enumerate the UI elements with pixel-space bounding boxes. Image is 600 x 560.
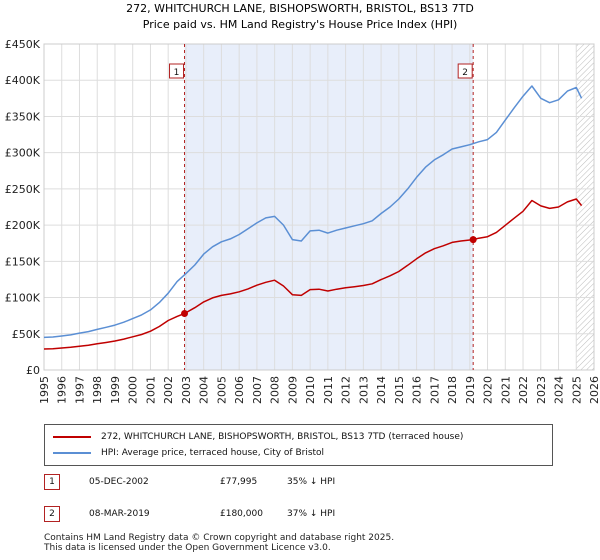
x-tick-label: 1997 (73, 376, 86, 404)
plot-border (43, 43, 595, 371)
x-tick-label: 2015 (393, 376, 406, 404)
x-tick-label: 2005 (215, 376, 228, 404)
transaction-label-box (457, 63, 473, 79)
x-tick-label: 2002 (162, 376, 175, 404)
y-tick-label: £100K (5, 292, 41, 305)
x-tick-label: 2001 (144, 376, 157, 404)
x-tick-label: 2018 (446, 376, 459, 404)
transaction-hpi-diff: 35% ↓ HPI (287, 477, 336, 487)
transaction-label-text: 2 (462, 68, 468, 78)
x-tick-label: 2025 (570, 376, 583, 404)
footer-attribution: Contains HM Land Registry data © Crown c… (44, 533, 394, 553)
x-tick-label: 1996 (56, 376, 69, 404)
legend-item-hpi: HPI: Average price, terraced house, City… (53, 446, 324, 460)
x-tick-label: 2009 (286, 376, 299, 404)
x-tick-label: 2008 (269, 376, 282, 404)
transaction-point (181, 309, 189, 317)
y-tick-label: £400K (5, 74, 41, 87)
transaction-number-badge: 2 (44, 506, 60, 522)
y-tick-label: £50K (12, 328, 41, 341)
x-tick-label: 1998 (91, 376, 104, 404)
y-tick-label: £250K (5, 183, 41, 196)
chart-legend: 272, WHITCHURCH LANE, BISHOPSWORTH, BRIS… (44, 424, 553, 466)
x-tick-label: 2000 (127, 376, 140, 404)
transaction-price: £77,995 (220, 477, 258, 487)
y-tick-label: £450K (5, 38, 41, 51)
legend-swatch-hpi (53, 452, 91, 454)
x-tick-label: 1995 (38, 376, 51, 404)
x-tick-label: 2016 (411, 376, 424, 404)
x-tick-label: 2022 (517, 376, 530, 404)
legend-label-property: 272, WHITCHURCH LANE, BISHOPSWORTH, BRIS… (101, 432, 464, 442)
x-tick-label: 2012 (340, 376, 353, 404)
property-series-line (43, 198, 583, 350)
x-tick-label: 2006 (233, 376, 246, 404)
x-tick-label: 2003 (180, 376, 193, 404)
x-tick-label: 2011 (322, 376, 335, 404)
x-tick-label: 2004 (198, 376, 211, 404)
future-hatch-region (576, 44, 594, 370)
footer-line-2: This data is licensed under the Open Gov… (44, 543, 331, 553)
price-chart: 272, WHITCHURCH LANE, BISHOPSWORTH, BRIS… (5, 2, 600, 404)
y-tick-label: £150K (5, 255, 41, 268)
transaction-label-text: 1 (174, 68, 180, 78)
table-row: 2 08-MAR-2019 £180,000 37% ↓ HPI (44, 506, 564, 524)
x-tick-label: 2010 (304, 376, 317, 404)
ownership-shaded-region (184, 44, 474, 370)
legend-swatch-property (53, 436, 91, 438)
y-tick-label: £0 (26, 364, 40, 377)
legend-label-hpi: HPI: Average price, terraced house, City… (101, 448, 325, 458)
x-tick-label: 1999 (109, 376, 122, 404)
transaction-hpi-diff: 37% ↓ HPI (287, 509, 336, 519)
chart-subtitle: Price paid vs. HM Land Registry's House … (143, 18, 458, 31)
chart-title: 272, WHITCHURCH LANE, BISHOPSWORTH, BRIS… (126, 2, 474, 15)
x-tick-label: 2023 (535, 376, 548, 404)
x-tick-label: 2019 (464, 376, 477, 404)
x-tick-label: 2007 (251, 376, 264, 404)
x-tick-label: 2017 (428, 376, 441, 404)
transaction-date: 08-MAR-2019 (89, 509, 150, 519)
footer-line-1: Contains HM Land Registry data © Crown c… (44, 533, 395, 543)
transaction-price: £180,000 (220, 509, 263, 519)
transaction-number-badge: 1 (44, 474, 60, 490)
x-tick-label: 2024 (553, 376, 566, 404)
x-tick-label: 2020 (482, 376, 495, 404)
y-tick-label: £350K (5, 110, 41, 123)
legend-item-property: 272, WHITCHURCH LANE, BISHOPSWORTH, BRIS… (53, 430, 463, 444)
x-tick-label: 2013 (357, 376, 370, 404)
hpi-series-line (43, 85, 583, 339)
transaction-label-box (169, 63, 185, 79)
transaction-date: 05-DEC-2002 (89, 477, 149, 487)
y-tick-label: £200K (5, 219, 41, 232)
x-tick-label: 2021 (499, 376, 512, 404)
x-tick-label: 2026 (588, 376, 600, 404)
transaction-point (469, 236, 477, 244)
table-row: 1 05-DEC-2002 £77,995 35% ↓ HPI (44, 474, 564, 492)
y-tick-label: £300K (5, 147, 41, 160)
x-tick-label: 2014 (375, 376, 388, 404)
